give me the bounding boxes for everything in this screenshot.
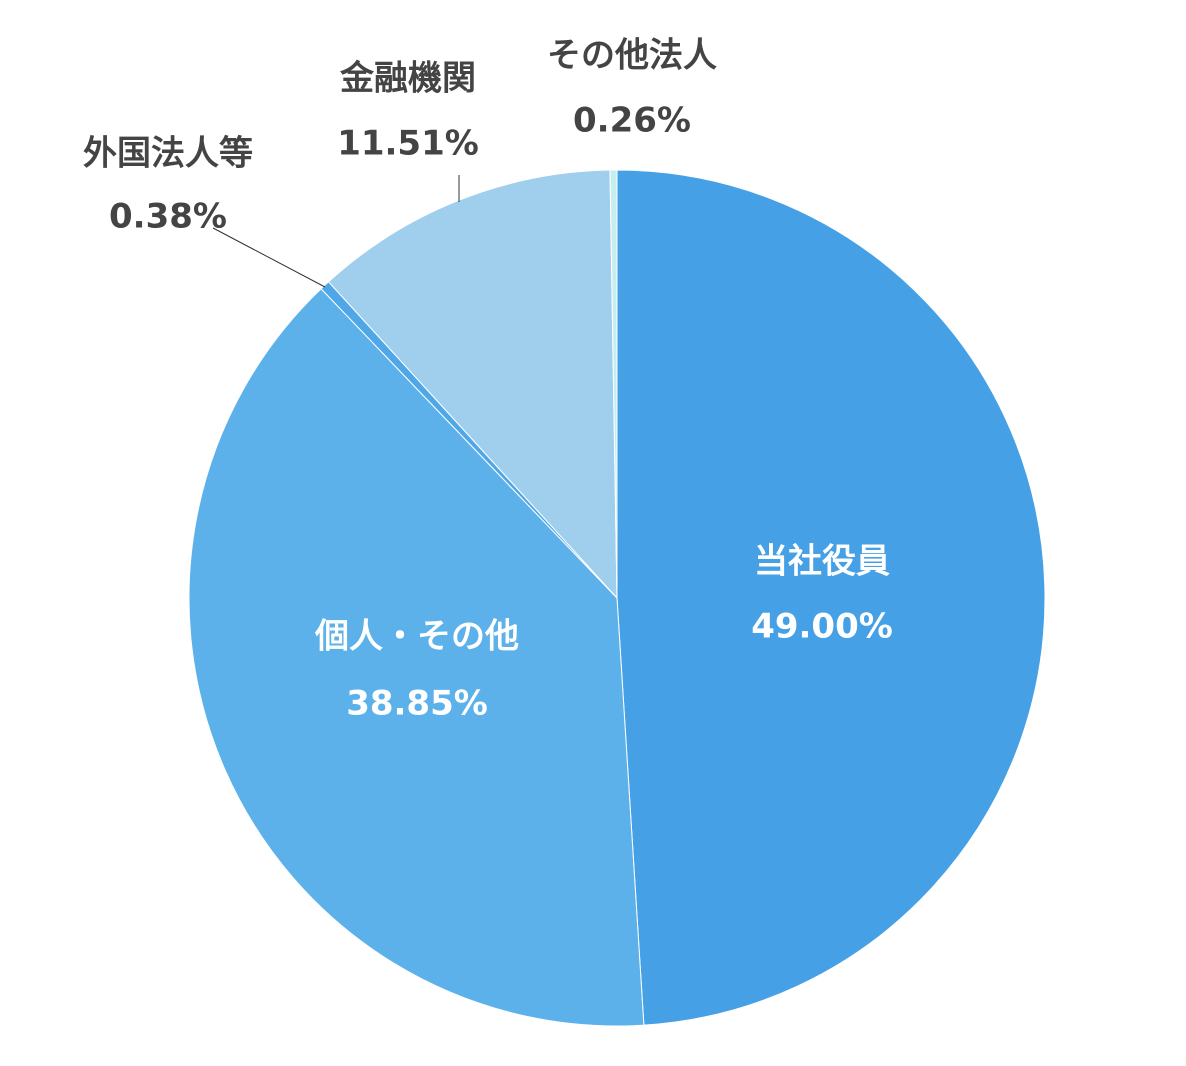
value-label: 0.38% — [109, 197, 227, 237]
value-label: 49.00% — [751, 607, 893, 647]
leader-line — [212, 227, 326, 288]
value-label: 0.26% — [573, 101, 691, 141]
pie-slice — [616, 169, 1046, 1026]
pie-slice — [188, 288, 645, 1027]
slice-label: 個人・その他 — [314, 617, 519, 657]
pie-slice — [609, 169, 618, 599]
slice-label: 外国法人等 — [83, 134, 253, 174]
value-label: 38.85% — [346, 684, 488, 724]
slice-label: 金融機関 — [339, 59, 476, 99]
slice-label: 当社役員 — [754, 542, 890, 582]
value-label: 11.51% — [337, 124, 479, 164]
slice-label: その他法人 — [547, 36, 717, 76]
